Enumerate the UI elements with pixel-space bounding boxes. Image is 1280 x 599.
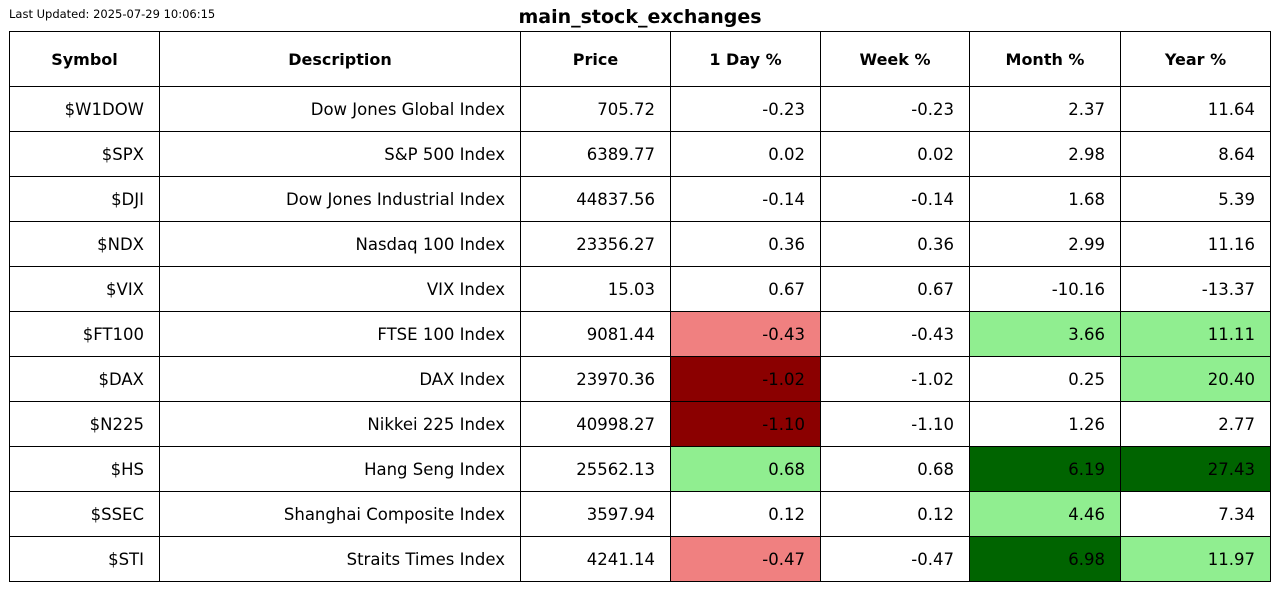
cell-price: 25562.13 <box>520 446 671 492</box>
cell-price: 9081.44 <box>520 311 671 357</box>
cell-1-day-pct: -0.47 <box>670 536 821 582</box>
cell-description: Dow Jones Global Index <box>159 86 521 132</box>
cell-price: 15.03 <box>520 266 671 312</box>
cell-symbol: $HS <box>9 446 160 492</box>
cell-description: VIX Index <box>159 266 521 312</box>
cell-symbol: $VIX <box>9 266 160 312</box>
cell-price: 4241.14 <box>520 536 671 582</box>
cell-week-pct: -1.10 <box>820 401 970 447</box>
cell-symbol: $DJI <box>9 176 160 222</box>
cell-symbol: $NDX <box>9 221 160 267</box>
table-row: $VIX VIX Index 15.03 0.67 0.67 -10.16 -1… <box>9 266 1271 312</box>
cell-year-pct: 20.40 <box>1120 356 1271 402</box>
table-row: $N225 Nikkei 225 Index 40998.27 -1.10 -1… <box>9 401 1271 447</box>
cell-1-day-pct: -1.10 <box>670 401 821 447</box>
cell-year-pct: 11.97 <box>1120 536 1271 582</box>
cell-month-pct: 1.26 <box>969 401 1121 447</box>
cell-month-pct: 6.98 <box>969 536 1121 582</box>
cell-symbol: $W1DOW <box>9 86 160 132</box>
table-row: $SSEC Shanghai Composite Index 3597.94 0… <box>9 491 1271 537</box>
cell-month-pct: 4.46 <box>969 491 1121 537</box>
page-title: main_stock_exchanges <box>518 6 762 28</box>
cell-month-pct: 6.19 <box>969 446 1121 492</box>
cell-month-pct: 2.98 <box>969 131 1121 177</box>
cell-week-pct: -0.43 <box>820 311 970 357</box>
table-header-row: Symbol Description Price 1 Day % Week % … <box>9 31 1271 87</box>
cell-1-day-pct: 0.36 <box>670 221 821 267</box>
cell-symbol: $FT100 <box>9 311 160 357</box>
cell-1-day-pct: 0.02 <box>670 131 821 177</box>
cell-week-pct: -0.47 <box>820 536 970 582</box>
cell-price: 23356.27 <box>520 221 671 267</box>
column-header-symbol: Symbol <box>9 31 160 87</box>
cell-1-day-pct: -0.43 <box>670 311 821 357</box>
last-updated-text: Last Updated: 2025-07-29 10:06:15 <box>9 7 216 21</box>
cell-1-day-pct: 0.12 <box>670 491 821 537</box>
cell-description: Straits Times Index <box>159 536 521 582</box>
cell-symbol: $DAX <box>9 356 160 402</box>
column-header-week-pct: Week % <box>820 31 970 87</box>
cell-description: Shanghai Composite Index <box>159 491 521 537</box>
column-header-description: Description <box>159 31 521 87</box>
column-header-year-pct: Year % <box>1120 31 1271 87</box>
table-row: $DJI Dow Jones Industrial Index 44837.56… <box>9 176 1271 222</box>
cell-symbol: $SSEC <box>9 491 160 537</box>
cell-price: 40998.27 <box>520 401 671 447</box>
cell-month-pct: 2.99 <box>969 221 1121 267</box>
cell-month-pct: 0.25 <box>969 356 1121 402</box>
table-row: $NDX Nasdaq 100 Index 23356.27 0.36 0.36… <box>9 221 1271 267</box>
cell-month-pct: 2.37 <box>969 86 1121 132</box>
cell-1-day-pct: -0.14 <box>670 176 821 222</box>
cell-month-pct: 3.66 <box>969 311 1121 357</box>
cell-year-pct: 27.43 <box>1120 446 1271 492</box>
cell-symbol: $STI <box>9 536 160 582</box>
cell-year-pct: 11.16 <box>1120 221 1271 267</box>
cell-description: Dow Jones Industrial Index <box>159 176 521 222</box>
cell-description: Hang Seng Index <box>159 446 521 492</box>
cell-week-pct: 0.02 <box>820 131 970 177</box>
cell-week-pct: 0.67 <box>820 266 970 312</box>
cell-week-pct: -1.02 <box>820 356 970 402</box>
cell-price: 6389.77 <box>520 131 671 177</box>
cell-month-pct: 1.68 <box>969 176 1121 222</box>
cell-week-pct: -0.23 <box>820 86 970 132</box>
table-row: $STI Straits Times Index 4241.14 -0.47 -… <box>9 536 1271 582</box>
cell-symbol: $N225 <box>9 401 160 447</box>
table-row: $W1DOW Dow Jones Global Index 705.72 -0.… <box>9 86 1271 132</box>
column-header-month-pct: Month % <box>969 31 1121 87</box>
cell-1-day-pct: 0.67 <box>670 266 821 312</box>
cell-week-pct: 0.68 <box>820 446 970 492</box>
cell-price: 44837.56 <box>520 176 671 222</box>
cell-price: 705.72 <box>520 86 671 132</box>
cell-year-pct: 11.64 <box>1120 86 1271 132</box>
cell-description: Nikkei 225 Index <box>159 401 521 447</box>
table-row: $DAX DAX Index 23970.36 -1.02 -1.02 0.25… <box>9 356 1271 402</box>
cell-year-pct: 7.34 <box>1120 491 1271 537</box>
cell-symbol: $SPX <box>9 131 160 177</box>
table-row: $HS Hang Seng Index 25562.13 0.68 0.68 6… <box>9 446 1271 492</box>
cell-description: S&P 500 Index <box>159 131 521 177</box>
cell-year-pct: 11.11 <box>1120 311 1271 357</box>
cell-year-pct: 8.64 <box>1120 131 1271 177</box>
table-row: $SPX S&P 500 Index 6389.77 0.02 0.02 2.9… <box>9 131 1271 177</box>
cell-year-pct: 5.39 <box>1120 176 1271 222</box>
cell-month-pct: -10.16 <box>969 266 1121 312</box>
cell-year-pct: 2.77 <box>1120 401 1271 447</box>
cell-week-pct: -0.14 <box>820 176 970 222</box>
cell-year-pct: -13.37 <box>1120 266 1271 312</box>
table-row: $FT100 FTSE 100 Index 9081.44 -0.43 -0.4… <box>9 311 1271 357</box>
cell-1-day-pct: -1.02 <box>670 356 821 402</box>
cell-week-pct: 0.36 <box>820 221 970 267</box>
column-header-1-day-pct: 1 Day % <box>670 31 821 87</box>
column-header-price: Price <box>520 31 671 87</box>
cell-price: 3597.94 <box>520 491 671 537</box>
cell-description: FTSE 100 Index <box>159 311 521 357</box>
cell-description: DAX Index <box>159 356 521 402</box>
cell-price: 23970.36 <box>520 356 671 402</box>
cell-week-pct: 0.12 <box>820 491 970 537</box>
cell-1-day-pct: -0.23 <box>670 86 821 132</box>
cell-description: Nasdaq 100 Index <box>159 221 521 267</box>
cell-1-day-pct: 0.68 <box>670 446 821 492</box>
stock-exchanges-table: Symbol Description Price 1 Day % Week % … <box>9 31 1271 582</box>
